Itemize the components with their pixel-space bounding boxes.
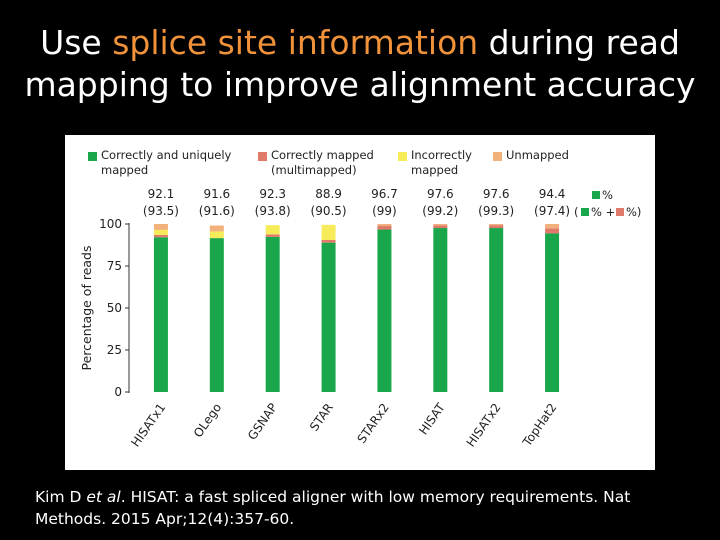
bar-GSNAP-series-1 <box>265 234 280 237</box>
citation: Kim D et al. HISAT: a fast spliced align… <box>35 486 695 530</box>
bar-TopHat2-series-0 <box>545 233 560 392</box>
value-label-total-7: (97.4) <box>534 204 570 218</box>
y-tick-label-0: 0 <box>114 385 122 399</box>
legend-label-2-line2: mapped <box>411 163 459 177</box>
key-label-plus: % + <box>591 205 615 219</box>
title-line-1: Use splice site information during read <box>0 22 720 64</box>
citation-part-a: Kim D <box>35 488 87 506</box>
bar-HISATx1-series-3 <box>153 224 168 230</box>
category-label-5: HISAT <box>416 400 448 437</box>
legend-label-0: Correctly and uniquely mapped <box>101 148 231 178</box>
value-label-1: 91.6 <box>203 187 230 201</box>
value-label-2: 92.3 <box>259 187 286 201</box>
key-swatch-unique-2 <box>581 208 589 216</box>
legend-swatch-2 <box>398 152 407 161</box>
chart-figure: Correctly and uniquely mapped Correctly … <box>65 135 655 470</box>
value-label-total-6: (99.3) <box>478 204 514 218</box>
title-part-a: Use <box>40 23 113 62</box>
category-label-0: HISATx1 <box>128 401 168 450</box>
legend-swatch-1 <box>258 152 267 161</box>
key-swatch-unique <box>592 191 600 199</box>
legend-label-2: Incorrectly mapped <box>411 148 472 178</box>
legend-label-0-line1: Correctly and uniquely <box>101 148 232 162</box>
title-highlight: splice site information <box>112 23 479 62</box>
bar-chart: 0 25 50 75 100 Percentage of reads 92.1 (93.5) H… <box>79 187 641 450</box>
bar-HISATx2-series-3 <box>489 224 504 226</box>
key-label-open: ( <box>574 205 579 219</box>
value-label-4: 96.7 <box>371 187 398 201</box>
category-label-4: STARx2 <box>354 401 391 446</box>
value-label-3: 88.9 <box>315 187 342 201</box>
bar-GSNAP-series-0 <box>265 236 280 392</box>
value-label-total-1: (91.6) <box>199 204 235 218</box>
bar-STARx2-series-0 <box>377 229 392 392</box>
category-label-2: GSNAP <box>245 401 280 443</box>
legend-label-1: Correctly mapped (multimapped) <box>271 148 374 178</box>
bar-OLego-series-2 <box>209 231 224 239</box>
bar-STARx2-series-3 <box>377 224 392 226</box>
category-label-7: TopHat2 <box>519 401 559 450</box>
value-label-total-0: (93.5) <box>143 204 179 218</box>
value-label-total-2: (93.8) <box>255 204 291 218</box>
value-label-6: 97.6 <box>483 187 510 201</box>
slide-title: Use splice site information during read … <box>0 22 720 106</box>
bar-HISATx1-series-2 <box>153 229 168 235</box>
key-label-pct: % <box>602 188 613 202</box>
citation-part-b: . HISAT: a fast spliced aligner with low… <box>35 488 631 528</box>
bar-HISAT-series-1 <box>433 225 448 229</box>
y-tick-label-2: 50 <box>107 301 122 315</box>
bar-STAR-series-0 <box>321 242 336 392</box>
legend-label-1-line2: (multimapped) <box>271 163 357 177</box>
bar-HISAT-series-0 <box>433 228 448 392</box>
legend-label-2-line1: Incorrectly <box>411 148 472 162</box>
legend-label-1-line1: Correctly mapped <box>271 148 374 162</box>
key-swatch-multi <box>616 208 624 216</box>
key-label-close: %) <box>626 205 641 219</box>
title-line-2: mapping to improve alignment accuracy <box>24 65 696 104</box>
bar-STAR-series-1 <box>321 239 336 243</box>
category-label-1: OLego <box>191 401 224 440</box>
legend-label-3-line1: Unmapped <box>506 148 569 162</box>
y-tick-label-1: 25 <box>107 343 122 357</box>
bar-TopHat2-series-3 <box>545 224 560 229</box>
value-label-0: 92.1 <box>148 187 175 201</box>
bar-OLego-series-0 <box>209 238 224 392</box>
bar-STAR-series-2 <box>321 224 336 240</box>
y-axis-label: Percentage of reads <box>79 246 94 371</box>
bar-HISATx2-series-0 <box>489 228 504 392</box>
bar-TopHat2-series-1 <box>545 228 560 234</box>
value-label-7: 94.4 <box>539 187 566 201</box>
citation-et-al: et al <box>86 488 121 506</box>
legend-label-3: Unmapped <box>506 148 569 163</box>
title-part-b: during read <box>478 23 680 62</box>
bar-HISAT-series-3 <box>433 224 448 226</box>
y-tick-label-4: 100 <box>99 217 122 231</box>
bar-HISATx1-series-0 <box>153 237 168 392</box>
y-tick-label-3: 75 <box>107 259 122 273</box>
value-label-total-3: (90.5) <box>311 204 347 218</box>
legend-swatch-0 <box>88 152 97 161</box>
legend-swatch-3 <box>493 152 502 161</box>
bar-STARx2-series-1 <box>377 225 392 230</box>
value-label-total-4: (99) <box>372 204 397 218</box>
category-label-3: STAR <box>307 401 336 434</box>
category-label-6: HISATx2 <box>464 401 504 450</box>
bar-OLego-series-3 <box>209 225 224 232</box>
legend-label-0-line2: mapped <box>101 163 149 177</box>
value-label-5: 97.6 <box>427 187 454 201</box>
bar-GSNAP-series-2 <box>265 225 280 235</box>
bar-HISATx1-series-1 <box>153 234 168 238</box>
value-label-total-5: (99.2) <box>422 204 458 218</box>
bar-HISATx2-series-1 <box>489 225 504 229</box>
